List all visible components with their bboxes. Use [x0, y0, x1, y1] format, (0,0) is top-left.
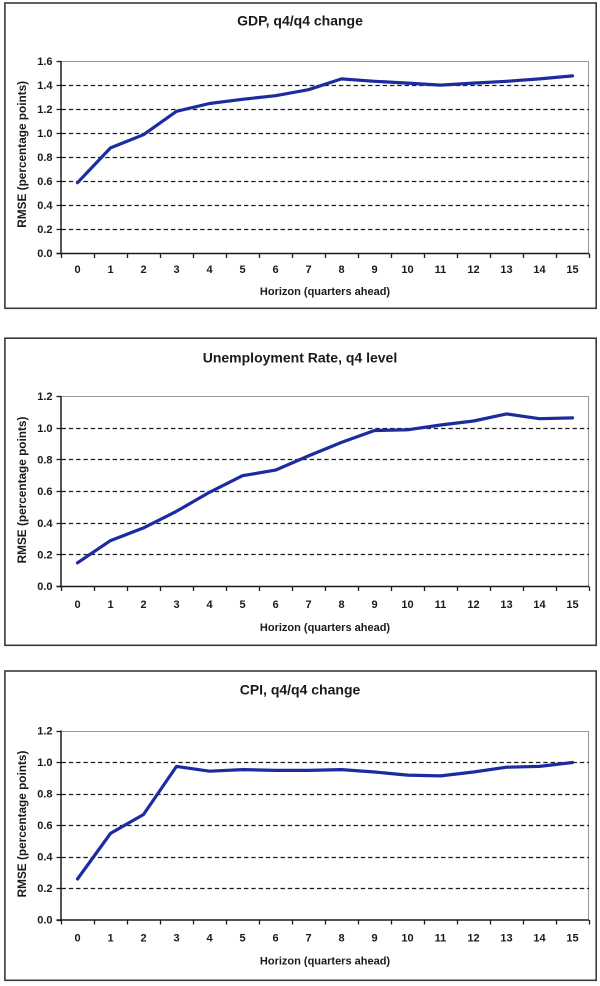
svg-text:15: 15 — [566, 264, 578, 276]
svg-text:2: 2 — [140, 264, 146, 276]
svg-text:13: 13 — [500, 599, 512, 611]
svg-text:7: 7 — [305, 933, 311, 945]
svg-text:14: 14 — [533, 264, 546, 276]
svg-text:RMSE (percentage points): RMSE (percentage points) — [15, 751, 29, 898]
svg-text:CPI, q4/q4 change: CPI, q4/q4 change — [240, 682, 361, 698]
svg-text:14: 14 — [533, 599, 546, 611]
svg-text:0: 0 — [74, 264, 80, 276]
svg-text:12: 12 — [467, 933, 479, 945]
svg-text:0.6: 0.6 — [37, 176, 52, 188]
svg-text:0: 0 — [74, 599, 80, 611]
svg-text:7: 7 — [305, 264, 311, 276]
svg-text:1.2: 1.2 — [37, 726, 52, 738]
svg-text:0.2: 0.2 — [37, 224, 52, 236]
svg-text:0.6: 0.6 — [37, 820, 52, 832]
svg-text:10: 10 — [401, 933, 413, 945]
svg-text:8: 8 — [338, 599, 344, 611]
svg-text:1.2: 1.2 — [37, 104, 52, 116]
svg-text:0: 0 — [74, 933, 80, 945]
svg-text:0.4: 0.4 — [37, 852, 53, 864]
svg-text:0.0: 0.0 — [37, 248, 52, 260]
svg-text:0.2: 0.2 — [37, 549, 52, 561]
svg-text:8: 8 — [338, 933, 344, 945]
svg-text:1.6: 1.6 — [37, 56, 52, 68]
svg-text:5: 5 — [239, 264, 245, 276]
svg-text:1.0: 1.0 — [37, 757, 52, 769]
svg-text:15: 15 — [566, 933, 578, 945]
svg-text:5: 5 — [239, 933, 245, 945]
svg-text:11: 11 — [435, 264, 447, 276]
svg-text:0.4: 0.4 — [37, 518, 53, 530]
svg-text:5: 5 — [239, 599, 245, 611]
svg-text:4: 4 — [206, 264, 213, 276]
svg-text:0.8: 0.8 — [37, 454, 52, 466]
svg-text:8: 8 — [338, 264, 344, 276]
svg-text:6: 6 — [272, 264, 278, 276]
svg-text:1: 1 — [107, 264, 113, 276]
svg-text:1.0: 1.0 — [37, 423, 52, 435]
svg-text:12: 12 — [467, 599, 479, 611]
svg-text:0.0: 0.0 — [37, 581, 52, 593]
svg-text:1: 1 — [107, 599, 113, 611]
svg-text:10: 10 — [401, 264, 413, 276]
svg-text:0.8: 0.8 — [37, 789, 52, 801]
svg-text:RMSE (percentage points): RMSE (percentage points) — [15, 417, 29, 564]
svg-text:Unemployment Rate, q4 level: Unemployment Rate, q4 level — [203, 350, 398, 366]
svg-text:1.4: 1.4 — [37, 80, 53, 92]
svg-text:Horizon (quarters ahead): Horizon (quarters ahead) — [260, 622, 391, 634]
svg-text:0.4: 0.4 — [37, 200, 53, 212]
svg-text:13: 13 — [500, 264, 512, 276]
svg-text:3: 3 — [173, 264, 179, 276]
svg-text:7: 7 — [305, 599, 311, 611]
svg-text:3: 3 — [173, 599, 179, 611]
svg-text:4: 4 — [206, 599, 213, 611]
svg-text:11: 11 — [435, 599, 447, 611]
svg-text:14: 14 — [533, 933, 546, 945]
svg-text:12: 12 — [467, 264, 479, 276]
svg-text:15: 15 — [566, 599, 578, 611]
svg-text:1.0: 1.0 — [37, 128, 52, 140]
svg-text:0.0: 0.0 — [37, 915, 52, 927]
svg-text:4: 4 — [206, 933, 213, 945]
svg-text:GDP, q4/q4 change: GDP, q4/q4 change — [237, 13, 363, 29]
svg-text:RMSE (percentage points): RMSE (percentage points) — [15, 81, 29, 228]
svg-text:9: 9 — [371, 264, 377, 276]
svg-text:2: 2 — [140, 933, 146, 945]
svg-text:1.2: 1.2 — [37, 391, 52, 403]
svg-text:6: 6 — [272, 933, 278, 945]
svg-text:0.2: 0.2 — [37, 883, 52, 895]
svg-text:0.6: 0.6 — [37, 486, 52, 498]
svg-text:13: 13 — [500, 933, 512, 945]
svg-text:1: 1 — [107, 933, 113, 945]
svg-text:9: 9 — [371, 933, 377, 945]
svg-text:Horizon (quarters ahead): Horizon (quarters ahead) — [260, 955, 391, 967]
svg-text:2: 2 — [140, 599, 146, 611]
svg-text:10: 10 — [401, 599, 413, 611]
svg-text:Horizon (quarters ahead): Horizon (quarters ahead) — [260, 286, 391, 298]
svg-text:11: 11 — [435, 933, 447, 945]
svg-text:3: 3 — [173, 933, 179, 945]
svg-text:6: 6 — [272, 599, 278, 611]
svg-text:0.8: 0.8 — [37, 152, 52, 164]
svg-text:9: 9 — [371, 599, 377, 611]
